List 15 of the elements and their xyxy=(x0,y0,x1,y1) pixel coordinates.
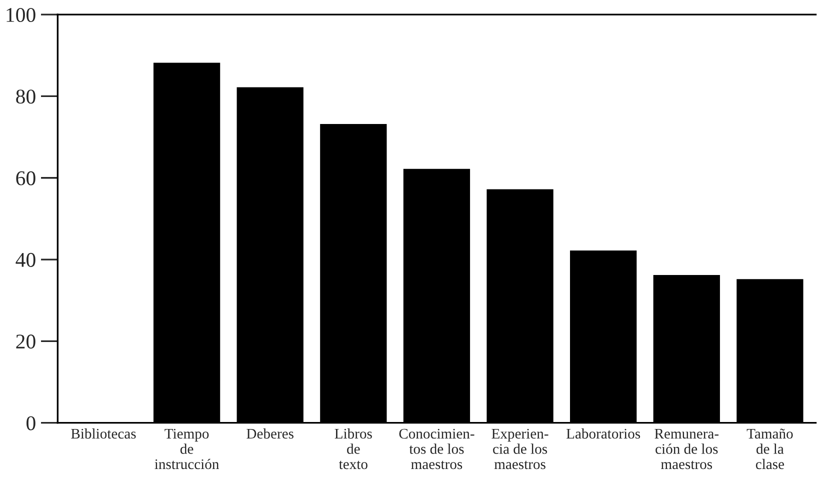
x-tick-label: Libros de texto xyxy=(334,428,372,470)
x-tick-label: Remunera- ción de los maestros xyxy=(654,428,718,470)
y-tick-label: 40 xyxy=(16,252,36,267)
x-tick-label: Deberes xyxy=(246,428,294,439)
x-tick-label: Tiempo de instrucción xyxy=(154,428,219,470)
x-tick-label: Experien- cia de los maestros xyxy=(492,428,548,470)
y-tick-label: 20 xyxy=(16,334,36,349)
y-tick-label: 80 xyxy=(16,90,36,104)
y-tick-label: 60 xyxy=(16,171,36,186)
y-tick-label: 100 xyxy=(6,8,36,22)
x-tick-label: Conocimien- tos de los maestros xyxy=(399,428,474,470)
x-tick-label: Bibliotecas xyxy=(71,428,136,439)
y-tick-label: 0 xyxy=(26,416,36,430)
x-tick-label: Laboratorios xyxy=(566,428,640,439)
x-tick-label: Tamaño de la clase xyxy=(746,428,793,470)
